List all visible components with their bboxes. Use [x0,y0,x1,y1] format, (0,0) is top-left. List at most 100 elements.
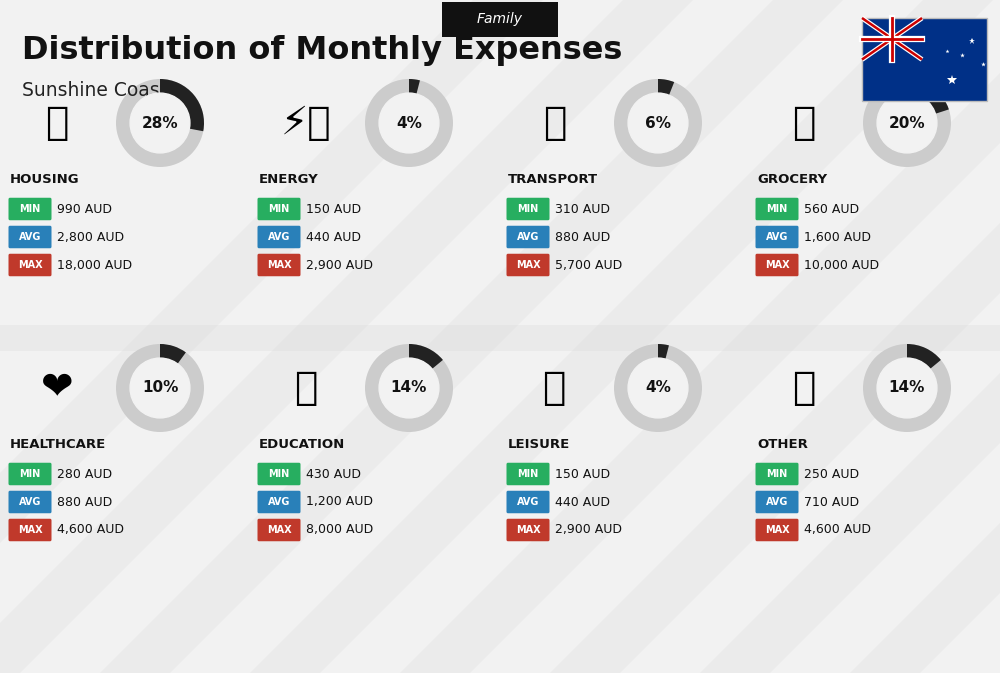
Circle shape [379,93,439,153]
FancyBboxPatch shape [507,254,550,276]
Polygon shape [850,0,1000,673]
Text: 🏢: 🏢 [45,104,69,142]
Text: 18,000 AUD: 18,000 AUD [57,258,132,271]
Text: 4%: 4% [396,116,422,131]
Text: 430 AUD: 430 AUD [306,468,361,481]
Text: Sunshine Coast: Sunshine Coast [22,81,167,100]
Text: 14%: 14% [391,380,427,396]
Text: 5,700 AUD: 5,700 AUD [555,258,622,271]
FancyBboxPatch shape [258,225,300,248]
Circle shape [628,93,688,153]
FancyBboxPatch shape [507,225,550,248]
Polygon shape [0,0,543,673]
FancyBboxPatch shape [862,18,987,101]
Text: 880 AUD: 880 AUD [57,495,112,509]
Text: 🛍️: 🛍️ [543,369,567,407]
Text: EDUCATION: EDUCATION [259,437,345,450]
Text: HEALTHCARE: HEALTHCARE [10,437,106,450]
FancyBboxPatch shape [8,198,52,220]
FancyBboxPatch shape [8,254,52,276]
Polygon shape [100,0,843,673]
Text: AVG: AVG [19,232,41,242]
Text: MAX: MAX [765,260,789,270]
FancyBboxPatch shape [507,198,550,220]
Text: 280 AUD: 280 AUD [57,468,112,481]
FancyBboxPatch shape [442,1,558,36]
Text: 🛒: 🛒 [792,104,816,142]
Wedge shape [658,79,674,95]
FancyBboxPatch shape [507,463,550,485]
Polygon shape [0,0,693,673]
Text: Distribution of Monthly Expenses: Distribution of Monthly Expenses [22,36,622,67]
Text: LEISURE: LEISURE [508,437,570,450]
Text: OTHER: OTHER [757,437,808,450]
FancyBboxPatch shape [756,491,798,513]
Circle shape [379,358,439,418]
FancyBboxPatch shape [258,254,300,276]
Text: MAX: MAX [18,525,42,535]
Text: 560 AUD: 560 AUD [804,203,859,215]
FancyBboxPatch shape [507,519,550,541]
Text: MIN: MIN [766,469,788,479]
Text: MAX: MAX [18,260,42,270]
Text: MIN: MIN [268,469,290,479]
Text: 10,000 AUD: 10,000 AUD [804,258,879,271]
Wedge shape [907,344,941,369]
Text: 710 AUD: 710 AUD [804,495,859,509]
Text: MIN: MIN [268,204,290,214]
FancyBboxPatch shape [507,491,550,513]
Text: MAX: MAX [516,260,540,270]
Text: AVG: AVG [268,497,290,507]
FancyBboxPatch shape [258,198,300,220]
Text: 2,800 AUD: 2,800 AUD [57,230,124,244]
Text: 4,600 AUD: 4,600 AUD [57,524,124,536]
Text: AVG: AVG [517,232,539,242]
FancyBboxPatch shape [8,519,52,541]
Text: 440 AUD: 440 AUD [306,230,361,244]
Circle shape [130,358,190,418]
FancyBboxPatch shape [8,491,52,513]
Text: AVG: AVG [268,232,290,242]
Text: 990 AUD: 990 AUD [57,203,112,215]
Text: 4,600 AUD: 4,600 AUD [804,524,871,536]
Text: 14%: 14% [889,380,925,396]
Text: 1,200 AUD: 1,200 AUD [306,495,373,509]
Text: 250 AUD: 250 AUD [804,468,859,481]
Wedge shape [614,79,702,167]
Polygon shape [400,0,1000,673]
Text: 2,900 AUD: 2,900 AUD [555,524,622,536]
Text: MAX: MAX [267,260,291,270]
Wedge shape [409,79,420,94]
Text: MIN: MIN [19,469,41,479]
Wedge shape [409,344,443,369]
Text: MIN: MIN [517,204,539,214]
Polygon shape [0,325,1000,351]
FancyBboxPatch shape [756,198,798,220]
FancyBboxPatch shape [8,225,52,248]
Text: AVG: AVG [766,232,788,242]
Circle shape [877,93,937,153]
Text: ❤️: ❤️ [41,369,73,407]
Text: 🎓: 🎓 [294,369,318,407]
FancyBboxPatch shape [756,463,798,485]
Text: 880 AUD: 880 AUD [555,230,610,244]
Text: 💰: 💰 [792,369,816,407]
Text: GROCERY: GROCERY [757,172,827,186]
Wedge shape [116,344,204,432]
Text: 2,900 AUD: 2,900 AUD [306,258,373,271]
FancyBboxPatch shape [756,254,798,276]
Wedge shape [365,79,453,167]
Text: 150 AUD: 150 AUD [306,203,361,215]
Wedge shape [658,344,669,359]
FancyBboxPatch shape [756,225,798,248]
Wedge shape [365,344,453,432]
Text: 4%: 4% [645,380,671,396]
Wedge shape [116,79,204,167]
Polygon shape [550,0,1000,673]
Text: ⚡🏠: ⚡🏠 [281,104,331,142]
Circle shape [130,93,190,153]
Text: 20%: 20% [889,116,925,131]
Circle shape [877,358,937,418]
Text: ENERGY: ENERGY [259,172,319,186]
Text: 1,600 AUD: 1,600 AUD [804,230,871,244]
